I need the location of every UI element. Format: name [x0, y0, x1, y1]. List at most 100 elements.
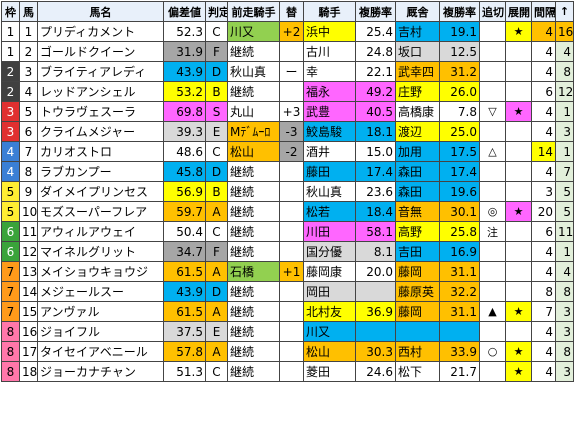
tenkai-mark	[505, 161, 532, 182]
jockey-rate: 22.1	[355, 61, 396, 82]
gate-cell: 8	[1, 361, 20, 382]
gate-cell: 3	[1, 121, 20, 142]
horse-name[interactable]: ゴールドクイーン	[37, 41, 164, 62]
num-cell: 11	[19, 221, 38, 242]
interval-cell: 6	[531, 221, 556, 242]
jockey-change	[279, 341, 304, 362]
stable-cell: 藤原英	[395, 281, 440, 302]
horse-name[interactable]: クライムメジャー	[37, 121, 164, 142]
table-row[interactable]: 7 13 メイショウキョウジ 61.5 A 石橋 +1 藤岡康 20.0 藤岡 31.1 4 4	[1, 261, 574, 282]
horse-name[interactable]: アンヴァル	[37, 301, 164, 322]
table-row[interactable]: 5 9 ダイメイプリンセス 56.9 B 継続 秋山真 23.6 森田 19.6 3 5	[1, 181, 574, 202]
horse-name[interactable]: モズスーパーフレア	[37, 201, 164, 222]
score-cell: 53.2	[163, 81, 206, 102]
tenkai-mark	[505, 261, 532, 282]
oikiri-mark	[479, 81, 506, 102]
col-stable-rate-header: 複勝率	[439, 1, 480, 22]
table-row[interactable]: 1 2 ゴールドクイーン 31.9 F 継続 古川 24.8 坂口 12.5 4 4	[1, 41, 574, 62]
table-row[interactable]: 1 1 プリディカメント 52.3 C 川又 +2 浜中 25.4 吉村 19.1 ★ 4 16	[1, 21, 574, 42]
col-score-header: 偏差値	[163, 1, 206, 22]
gate-cell: 8	[1, 341, 20, 362]
table-row[interactable]: 4 8 ラブカンプー 45.8 D 継続 藤田 17.4 森田 17.4 4 7	[1, 161, 574, 182]
gate-cell: 4	[1, 141, 20, 162]
num-cell: 1	[19, 21, 38, 42]
score-cell: 50.4	[163, 221, 206, 242]
interval-cell: 20	[531, 201, 556, 222]
horse-name[interactable]: アウィルアウェイ	[37, 221, 164, 242]
jockey-cell: 鮫島駿	[303, 121, 356, 142]
horse-name[interactable]: メジェールスー	[37, 281, 164, 302]
horse-name[interactable]: タイセイアベニール	[37, 341, 164, 362]
table-row[interactable]: 2 3 ブライティアレディ 43.9 D 秋山真ー幸 22.1 武幸四 31.2 4 8	[1, 61, 574, 82]
score-cell: 43.9	[163, 281, 206, 302]
horse-name[interactable]: メイショウキョウジ	[37, 261, 164, 282]
stable-cell: 吉田	[395, 241, 440, 262]
oikiri-mark: ○	[479, 341, 506, 362]
interval-cell: 4	[531, 41, 556, 62]
stable-rate: 31.1	[439, 261, 480, 282]
table-row[interactable]: 6 11 アウィルアウェイ 50.4 C 継続 川田 58.1 高野 25.8 注 6 11	[1, 221, 574, 242]
horse-name[interactable]: カリオストロ	[37, 141, 164, 162]
score-cell: 31.9	[163, 41, 206, 62]
table-row[interactable]: 3 6 クライムメジャー 39.3 E Mﾃﾞﾑｰﾛ -3 鮫島駿 18.1 渡辺 25.0 4 3	[1, 121, 574, 142]
tenkai-mark: ★	[505, 301, 532, 322]
grade-cell: E	[205, 121, 228, 142]
num-cell: 10	[19, 201, 38, 222]
gate-cell: 7	[1, 261, 20, 282]
tenkai-mark	[505, 121, 532, 142]
table-row[interactable]: 4 7 カリオストロ 48.6 C 松山 -2 酒井 15.0 加用 17.5 △ 14 1	[1, 141, 574, 162]
table-row[interactable]: 8 16 ジョイフル 37.5 E 継続 川又 4 3	[1, 321, 574, 342]
horse-name[interactable]: ジョイフル	[37, 321, 164, 342]
horse-name[interactable]: ジョーカナチャン	[37, 361, 164, 382]
tenkai-mark	[505, 81, 532, 102]
table-row[interactable]: 7 14 メジェールスー 43.9 D 継続 岡田 藤原英 32.2 8 8	[1, 281, 574, 302]
tenkai-mark: ★	[505, 361, 532, 382]
stable-rate: 33.9	[439, 341, 480, 362]
stable-rate: 7.8	[439, 101, 480, 122]
gate-cell: 4	[1, 161, 20, 182]
stable-rate: 16.9	[439, 241, 480, 262]
jockey-rate: 40.5	[355, 101, 396, 122]
up-cell: 11	[555, 221, 574, 242]
jockey-cell: 古川	[303, 41, 356, 62]
col-uma-header: 馬	[19, 1, 38, 22]
stable-rate: 31.2	[439, 61, 480, 82]
horse-name[interactable]: トウラヴェスーラ	[37, 101, 164, 122]
table-row[interactable]: 7 15 アンヴァル 61.5 A 継続 北村友 36.9 藤岡 31.1 ▲ ★ 7 3	[1, 301, 574, 322]
gate-cell: 5	[1, 201, 20, 222]
horse-name[interactable]: ブライティアレディ	[37, 61, 164, 82]
up-cell: 7	[555, 161, 574, 182]
jockey-change	[279, 241, 304, 262]
up-cell: 1	[555, 241, 574, 262]
oikiri-mark	[479, 261, 506, 282]
interval-cell: 4	[531, 341, 556, 362]
table-row[interactable]: 3 5 トウラヴェスーラ 69.8 S 丸山 +3 武豊 40.5 高橋康 7.8 ▽ ★ 4 1	[1, 101, 574, 122]
jockey-change	[279, 361, 304, 382]
tenkai-mark	[505, 141, 532, 162]
horse-name[interactable]: プリディカメント	[37, 21, 164, 42]
table-row[interactable]: 8 17 タイセイアベニール 57.8 A 継続 松山 30.3 西村 33.9 ○ ★ 4 8	[1, 341, 574, 362]
jockey-cell: 菱田	[303, 361, 356, 382]
prev-jockey: 継続	[227, 181, 280, 202]
num-cell: 17	[19, 341, 38, 362]
horse-name[interactable]: ラブカンプー	[37, 161, 164, 182]
table-row[interactable]: 6 12 マイネルグリット 34.7 F 継続 国分優 8.1 吉田 16.9 4 1	[1, 241, 574, 262]
jockey-rate: 36.9	[355, 301, 396, 322]
table-row[interactable]: 8 18 ジョーカナチャン 51.3 C 継続 菱田 24.6 松下 21.7 ★ 4 3	[1, 361, 574, 382]
header-row: 枠馬馬名偏差値判定前走騎手替騎手複勝率厩舎複勝率追切展開間隔↑	[1, 1, 574, 22]
horse-name[interactable]: マイネルグリット	[37, 241, 164, 262]
prev-jockey: 継続	[227, 361, 280, 382]
grade-cell: C	[205, 21, 228, 42]
horse-name[interactable]: レッドアンシェル	[37, 81, 164, 102]
jockey-change: ー	[279, 61, 304, 82]
score-cell: 34.7	[163, 241, 206, 262]
table-row[interactable]: 5 10 モズスーパーフレア 59.7 A 継続 松若 18.4 音無 30.1 ◎ ★ 20 5	[1, 201, 574, 222]
stable-cell: 高橋康	[395, 101, 440, 122]
score-cell: 48.6	[163, 141, 206, 162]
table-row[interactable]: 2 4 レッドアンシェル 53.2 B 継続 福永 49.2 庄野 26.0 6 12	[1, 81, 574, 102]
tenkai-mark: ★	[505, 101, 532, 122]
oikiri-mark	[479, 41, 506, 62]
jockey-change	[279, 181, 304, 202]
jockey-change: +3	[279, 101, 304, 122]
horse-name[interactable]: ダイメイプリンセス	[37, 181, 164, 202]
